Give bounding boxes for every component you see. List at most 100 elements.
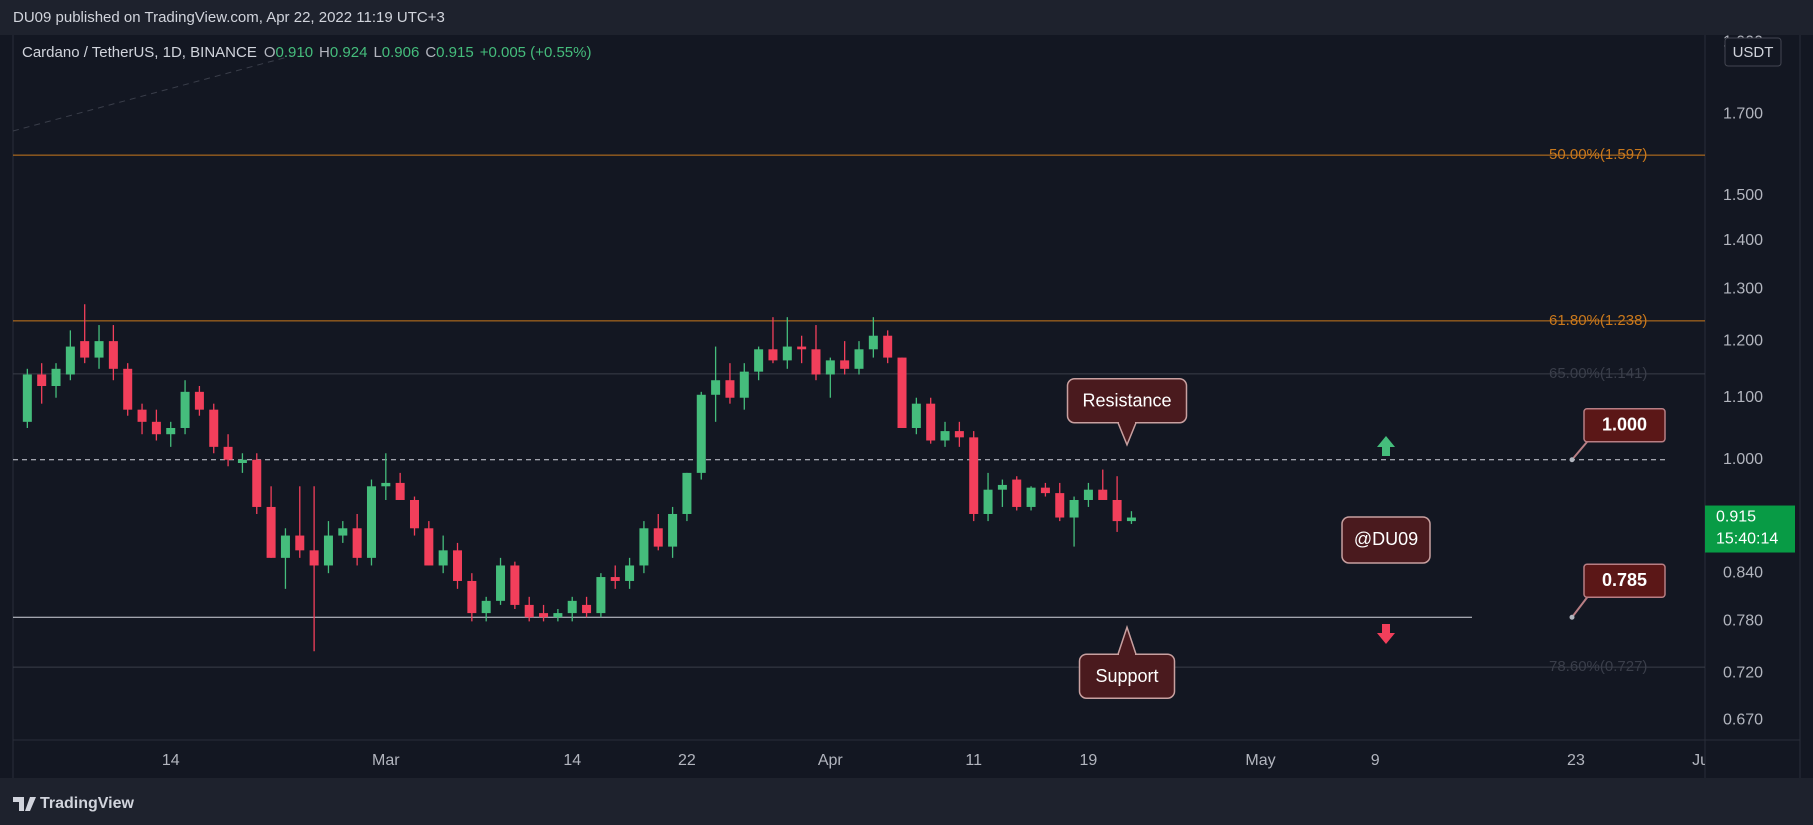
x-tick-label: 14 (563, 752, 581, 769)
currency-box (1724, 37, 1782, 67)
x-tick-label: 11 (965, 752, 982, 769)
candle-body (883, 335, 893, 358)
candle-body (94, 341, 104, 358)
candle-body (409, 499, 419, 529)
candle-body (582, 604, 592, 614)
y-tick-label: 1.400 (1723, 232, 1763, 249)
candle-body (438, 550, 448, 566)
candle-body (65, 346, 75, 375)
y-tick-label: 1.200 (1723, 332, 1763, 349)
candle-body (80, 341, 90, 358)
candle-body (940, 431, 950, 441)
legend-symbol: Cardano / TetherUS, 1D, BINANCE (22, 44, 257, 61)
watermark: @DU09 (1354, 529, 1418, 549)
logo-icon (13, 797, 36, 811)
candle-body (108, 341, 118, 369)
candle-body (1026, 487, 1036, 507)
x-tick-label: Jun (1692, 752, 1718, 769)
callout-text: Resistance (1082, 390, 1171, 410)
candle-body (840, 360, 850, 369)
candle-body (237, 459, 247, 463)
y-tick-label: 0.720 (1723, 665, 1763, 682)
candle-body (209, 409, 219, 447)
level-anchor (1569, 457, 1575, 463)
x-tick-label: May (1245, 752, 1275, 769)
watermark-box (1341, 516, 1431, 564)
y-tick-label: 0.670 (1723, 712, 1763, 729)
candle-body (22, 374, 32, 422)
fib-label: 78.60%(0.727) (1549, 658, 1647, 675)
candle-body (668, 513, 678, 547)
candle-body (696, 394, 706, 473)
up-arrow (1377, 436, 1395, 456)
candle-body (868, 335, 878, 350)
candle-body (983, 489, 993, 514)
candle-body (1055, 493, 1065, 518)
ohlc-label: C (425, 44, 436, 61)
candle-body (1069, 499, 1079, 518)
y-tick-label: 1.100 (1723, 389, 1763, 406)
candle-body (682, 472, 692, 514)
candle-body (424, 528, 434, 566)
candle-body (496, 565, 506, 601)
candle-body (725, 380, 735, 398)
candle-body (295, 535, 305, 551)
candle-body (969, 437, 979, 514)
x-tick-label: 9 (1371, 752, 1380, 769)
plot-area: 50.00%(1.597) 61.80%(1.238) 65.00%(1.141) 7… (13, 146, 1705, 675)
ohlc-value: 0.906 (382, 44, 420, 61)
candle-body (524, 604, 534, 618)
candle-body (711, 380, 721, 395)
candle-body (954, 431, 964, 438)
y-tick-label: 0.840 (1723, 564, 1763, 581)
x-tick-label: 14 (162, 752, 180, 769)
candle-body (252, 459, 262, 507)
candle-body (610, 577, 620, 581)
candle-body (854, 349, 864, 369)
level-box (1583, 563, 1666, 598)
fib-label: 50.00%(1.597) (1549, 146, 1647, 163)
legend: Cardano / TetherUS, 1D, BINANCE O0.910 H0.… (22, 44, 591, 61)
candle-body (266, 506, 276, 558)
candle-body (1098, 489, 1108, 500)
ohlc-label: O (264, 44, 276, 61)
candle-body (366, 486, 376, 558)
ohlc-value: 0.910 (276, 44, 314, 61)
candle-body (223, 446, 233, 460)
bottom-bar (0, 778, 1813, 825)
candle-body (323, 535, 333, 566)
candle-body (280, 535, 290, 558)
candle-body (166, 427, 176, 435)
candle-body (911, 403, 921, 428)
level-pointer (1571, 595, 1589, 618)
candle-body (453, 550, 463, 581)
last-price-box (1705, 505, 1795, 553)
legend-change: +0.005 (+0.55%) (480, 44, 592, 61)
candle-body (754, 349, 764, 372)
candle-body (897, 357, 907, 428)
candle-body (1040, 487, 1050, 494)
y-tick-label: 1.700 (1723, 106, 1763, 123)
candle-body (596, 577, 606, 614)
candle-body (510, 565, 520, 605)
candle-body (825, 360, 835, 375)
candle-body (395, 482, 405, 500)
publish-info: DU09 published on TradingView.com, Apr 2… (13, 9, 445, 26)
candle-body (768, 349, 778, 361)
candle-body (811, 349, 821, 375)
y-tick-label: 1.000 (1723, 451, 1763, 468)
candle-body (625, 565, 635, 581)
level-anchor (1569, 614, 1575, 620)
level-pointer (1571, 440, 1589, 461)
candle-body (1083, 489, 1093, 500)
overlay: 1.000 Resistance 0.785 Support @DU09 (1066, 377, 1666, 699)
candle-body (797, 346, 807, 350)
candle-body (1012, 479, 1022, 507)
candle-body (782, 346, 792, 361)
candle-body (1126, 517, 1136, 522)
candle-body (926, 403, 936, 441)
candle-body (37, 374, 47, 387)
fib-label: 65.00%(1.141) (1549, 365, 1647, 382)
currency: USDT (1733, 44, 1774, 61)
